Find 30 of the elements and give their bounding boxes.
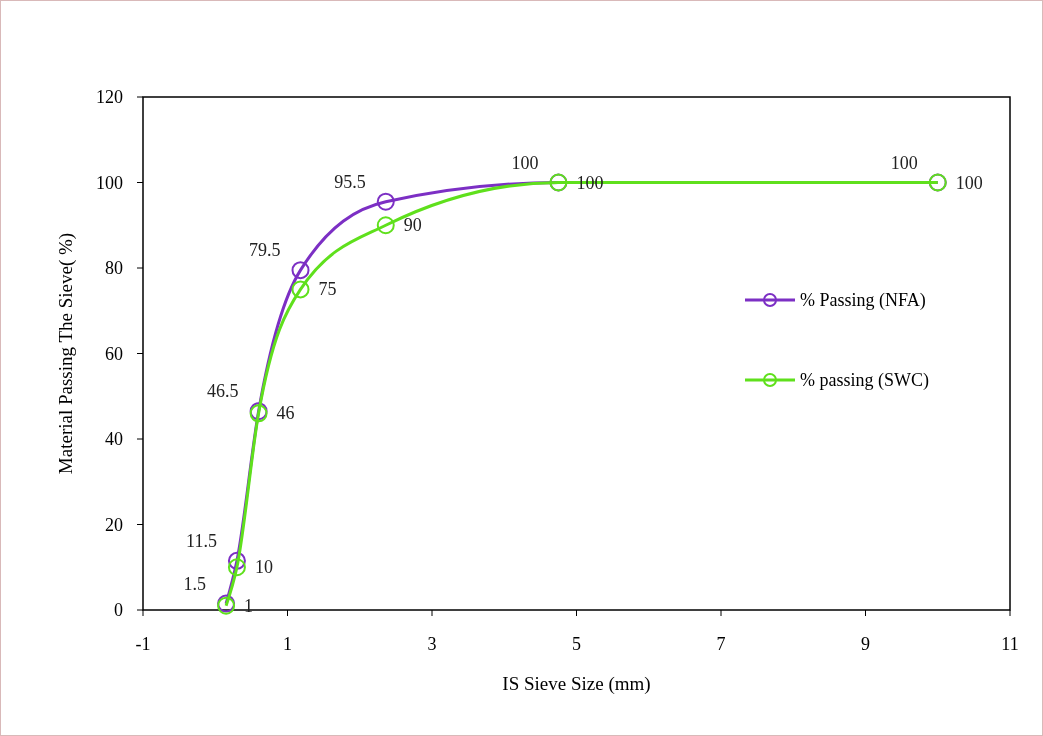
y-tick-label: 40 [105, 429, 123, 449]
data-label: 79.5 [249, 240, 281, 261]
data-label: 11.5 [186, 530, 217, 551]
y-tick-label: 60 [105, 343, 123, 364]
x-tick-label: 3 [427, 634, 437, 654]
x-tick-label: 7 [716, 634, 726, 654]
data-label: 100 [890, 152, 918, 173]
data-label: 100 [955, 172, 983, 193]
legend-label: % passing (SWC) [800, 370, 929, 391]
data-label: 46 [276, 403, 295, 424]
y-axis-title: Material Passing The Sieve( %) [55, 232, 77, 475]
legend-label: % Passing (NFA) [800, 290, 926, 311]
data-label: 75 [318, 279, 337, 300]
data-label: 90 [403, 215, 422, 236]
y-tick-label: 0 [114, 600, 123, 620]
data-label: 1.5 [183, 573, 207, 594]
x-tick-label: 11 [1001, 634, 1019, 654]
x-axis-title: IS Sieve Size (mm) [502, 673, 651, 695]
data-label: 10 [254, 557, 273, 578]
y-tick-label: 100 [96, 172, 123, 193]
data-label: 46.5 [207, 381, 239, 402]
x-tick-label: 1 [283, 634, 292, 654]
x-tick-label: -1 [135, 634, 151, 654]
x-tick-label: 9 [861, 634, 870, 654]
data-label: 100 [511, 152, 539, 173]
y-tick-label: 80 [105, 258, 123, 278]
data-label: 95.5 [334, 171, 366, 192]
x-tick-label: 5 [572, 634, 581, 654]
y-tick-label: 20 [105, 514, 123, 535]
y-tick-label: 120 [96, 87, 123, 107]
